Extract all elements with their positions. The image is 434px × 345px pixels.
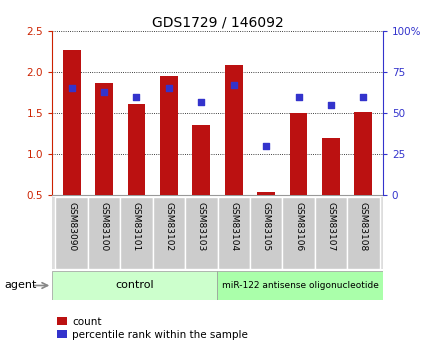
FancyBboxPatch shape <box>88 197 120 269</box>
Text: GSM83105: GSM83105 <box>261 203 270 252</box>
Bar <box>127 104 145 195</box>
Point <box>197 99 204 104</box>
FancyBboxPatch shape <box>282 197 314 269</box>
Point <box>100 89 107 95</box>
Text: GSM83100: GSM83100 <box>99 203 108 252</box>
FancyBboxPatch shape <box>250 197 282 269</box>
Bar <box>52 271 217 300</box>
FancyBboxPatch shape <box>55 197 88 269</box>
Text: GSM83102: GSM83102 <box>164 203 173 252</box>
Text: control: control <box>115 280 154 290</box>
Bar <box>62 50 80 195</box>
Point <box>165 86 172 91</box>
FancyBboxPatch shape <box>184 197 217 269</box>
Text: miR-122 antisense oligonucleotide: miR-122 antisense oligonucleotide <box>221 281 378 290</box>
Text: agent: agent <box>4 280 36 290</box>
Legend: count, percentile rank within the sample: count, percentile rank within the sample <box>57 317 247 340</box>
Text: GSM83103: GSM83103 <box>196 203 205 252</box>
Title: GDS1729 / 146092: GDS1729 / 146092 <box>151 16 283 30</box>
Bar <box>95 83 113 195</box>
Bar <box>256 193 274 195</box>
Bar <box>321 138 339 195</box>
Text: GSM83101: GSM83101 <box>132 203 141 252</box>
Point <box>68 86 75 91</box>
Point <box>262 143 269 149</box>
FancyBboxPatch shape <box>152 197 184 269</box>
Point <box>327 102 334 108</box>
FancyBboxPatch shape <box>314 197 346 269</box>
Bar <box>224 65 242 195</box>
Text: GSM83106: GSM83106 <box>293 203 302 252</box>
Bar <box>354 112 372 195</box>
Point <box>230 82 237 88</box>
Point <box>359 94 366 99</box>
Text: GSM83104: GSM83104 <box>229 203 238 252</box>
FancyBboxPatch shape <box>346 197 379 269</box>
Bar <box>192 125 210 195</box>
Point <box>294 94 301 99</box>
Text: GSM83107: GSM83107 <box>326 203 335 252</box>
Text: GSM83108: GSM83108 <box>358 203 367 252</box>
Bar <box>217 271 382 300</box>
Text: GSM83090: GSM83090 <box>67 203 76 252</box>
Point <box>133 94 140 99</box>
FancyBboxPatch shape <box>217 197 250 269</box>
FancyBboxPatch shape <box>120 197 152 269</box>
Bar <box>289 113 307 195</box>
Bar <box>160 76 178 195</box>
